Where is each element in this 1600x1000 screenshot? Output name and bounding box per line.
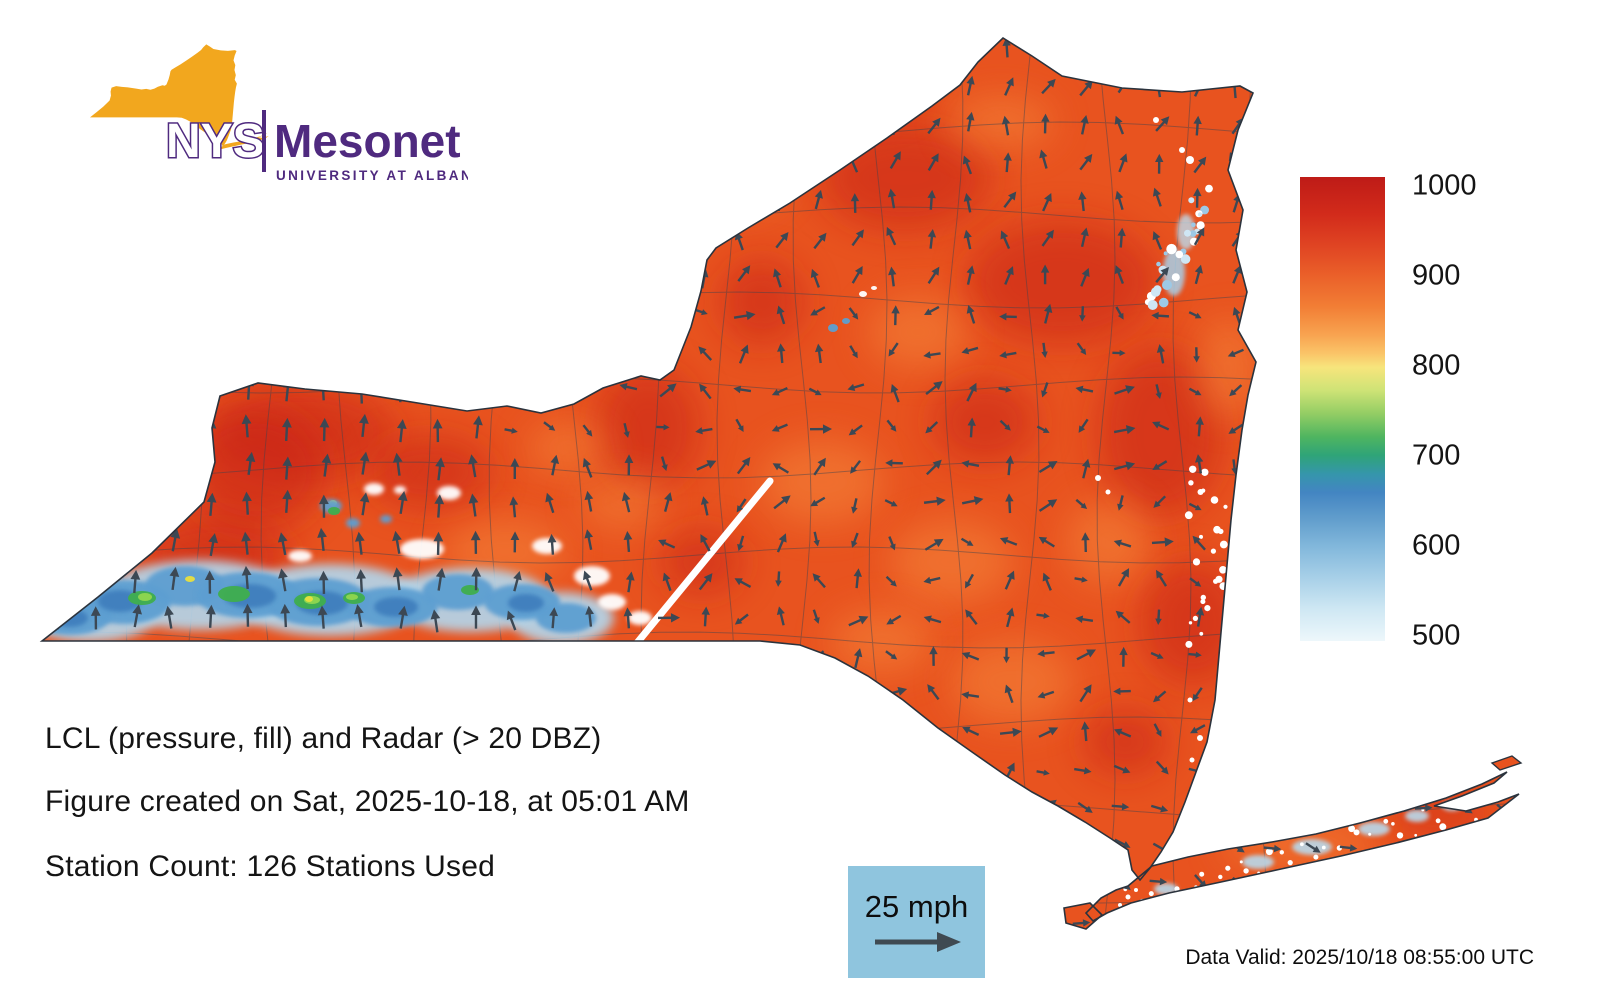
state-outline <box>39 36 1523 930</box>
logo-acronym: NYS <box>166 115 265 168</box>
logo-name: Mesonet <box>274 115 461 167</box>
colorbar-tick-800: 800 <box>1412 349 1461 382</box>
radar-artifact-line <box>628 477 774 653</box>
colorbar-tick-900: 900 <box>1412 259 1461 292</box>
figure-created-text: Figure created on Sat, 2025-10-18, at 05… <box>45 785 690 818</box>
colorbar-tick-600: 600 <box>1412 529 1461 562</box>
colorbar: 1000 900 800 700 600 500 <box>1300 170 1540 652</box>
figure-title: LCL (pressure, fill) and Radar (> 20 DBZ… <box>45 722 602 755</box>
station-count-text: Station Count: 126 Stations Used <box>45 850 496 883</box>
nys-mesonet-logo: NYS Mesonet UNIVERSITY AT ALBANY <box>90 44 468 183</box>
logo-subtitle: UNIVERSITY AT ALBANY <box>276 168 468 183</box>
data-valid-text: Data Valid: 2025/10/18 08:55:00 UTC <box>1185 946 1534 969</box>
colorbar-tick-500: 500 <box>1412 619 1461 652</box>
logo-divider <box>262 110 266 172</box>
ny-state-logo-icon <box>90 44 269 153</box>
colorbar-tick-700: 700 <box>1412 439 1461 472</box>
wind-speed-label: 25 mph <box>864 889 969 924</box>
wind-legend: 25 mph <box>848 866 985 978</box>
colorbar-gradient <box>1300 177 1385 641</box>
wind-arrow-icon <box>874 932 961 952</box>
colorbar-tick-1000: 1000 <box>1412 169 1477 202</box>
